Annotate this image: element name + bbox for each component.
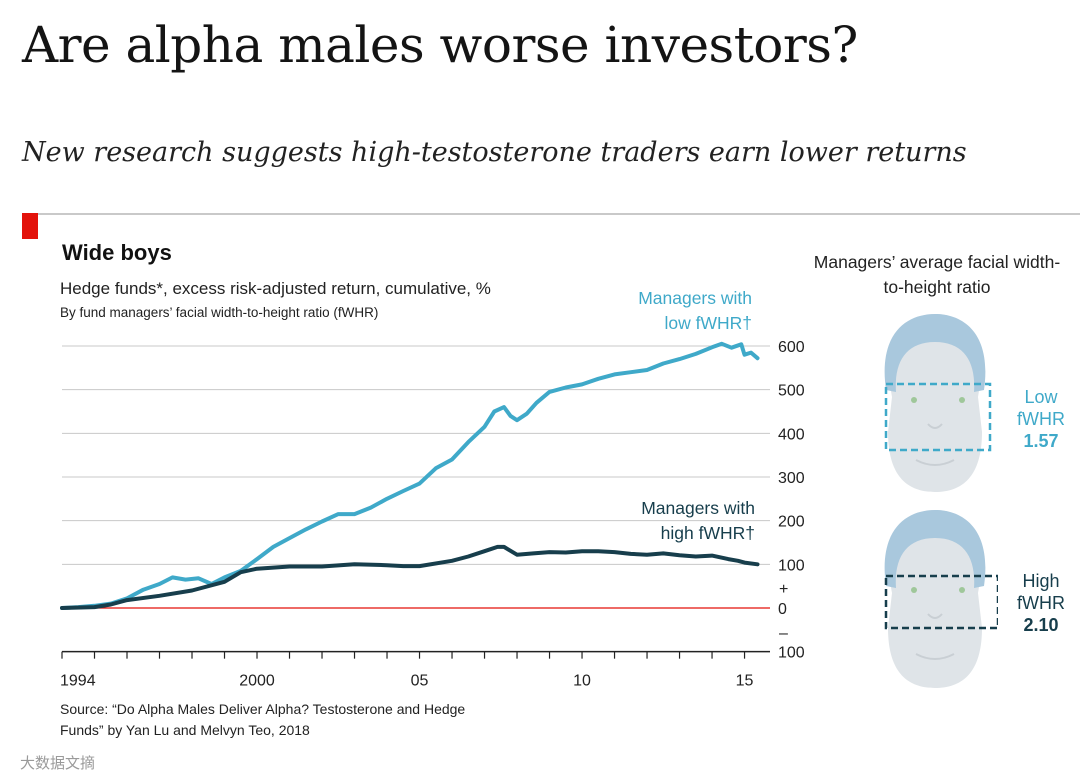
y-tick-label: 500 — [778, 383, 805, 400]
face-wide-box-icon — [884, 314, 992, 492]
chart-subtitle: Hedge funds*, excess risk-adjusted retur… — [60, 279, 491, 298]
accent-tab — [22, 213, 38, 239]
high-fwhr-text: High fWHR — [1017, 571, 1065, 613]
low-fwhr-label: Low fWHR 1.57 — [1006, 386, 1076, 452]
watermark: 大数据文摘 — [20, 755, 96, 772]
low-fwhr-text: Low fWHR — [1017, 387, 1065, 429]
headline: Are alpha males worse investors? — [22, 16, 858, 74]
x-tick-label: 05 — [411, 673, 429, 690]
series-low-fwhr-line — [60, 341, 760, 610]
face-narrow-box-icon — [884, 510, 998, 688]
low-fwhr-value: 1.57 — [1023, 431, 1059, 451]
series-label-line1: Managers with — [641, 498, 755, 518]
series-label-line1: Managers with — [638, 288, 752, 308]
y-tick-label: 0 — [778, 601, 787, 618]
chart-title: Wide boys — [62, 240, 172, 265]
y-tick-label: 400 — [778, 426, 805, 443]
chart-source: Source: “Do Alpha Males Deliver Alpha? T… — [60, 701, 466, 738]
subheadline: New research suggests high-testosterone … — [22, 137, 967, 168]
divider — [22, 213, 1080, 215]
y-tick-label: 600 — [778, 339, 805, 356]
chart-subtitle-secondary: By fund managers’ facial width-to-height… — [60, 305, 379, 320]
y-tick-label: 200 — [778, 514, 805, 531]
x-tick-label: 10 — [573, 673, 591, 690]
series-label-line2: high fWHR† — [661, 523, 755, 543]
y-sign-minus: – — [779, 625, 788, 642]
y-tick-label: 100 — [778, 645, 805, 662]
y-sign-plus: + — [779, 581, 788, 598]
y-tick-label: 300 — [778, 470, 805, 487]
y-tick-label: 100 — [778, 557, 805, 574]
high-fwhr-label: High fWHR 2.10 — [1006, 570, 1076, 636]
series-high-fwhr-line — [60, 544, 760, 610]
high-fwhr-value: 2.10 — [1023, 615, 1059, 635]
x-tick-label: 15 — [736, 673, 754, 690]
x-tick-label: 1994 — [60, 673, 96, 690]
series-label-line2: low fWHR† — [664, 313, 752, 333]
x-tick-label: 2000 — [239, 673, 275, 690]
panel-title: Managers’ average facial width-to-height… — [813, 252, 1061, 297]
